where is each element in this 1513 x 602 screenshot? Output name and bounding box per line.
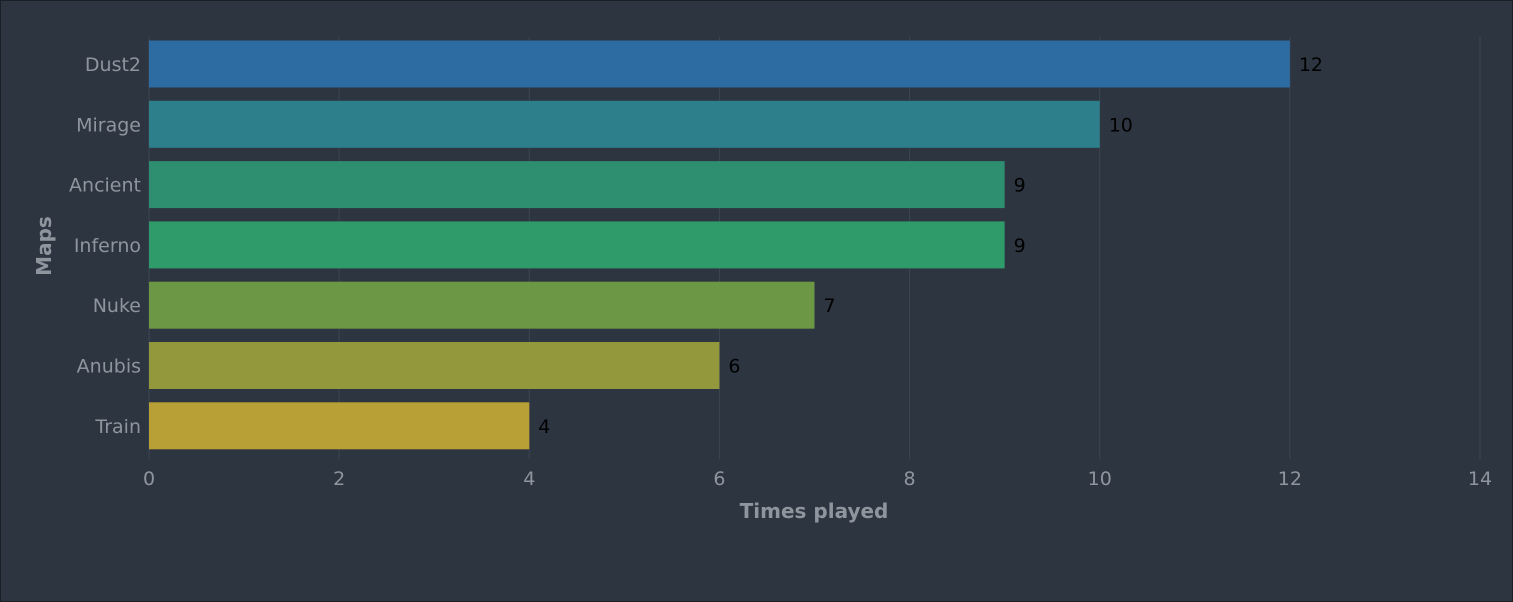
- x-tick-label: 0: [143, 468, 155, 490]
- value-label-dust2: 12: [1299, 54, 1323, 76]
- y-tick-label-mirage: Mirage: [76, 114, 141, 136]
- bar-ancient: [149, 161, 1005, 209]
- x-tick-label: 8: [904, 468, 916, 490]
- bars: [149, 40, 1290, 450]
- value-label-anubis: 6: [728, 356, 740, 378]
- x-tick-label: 2: [333, 468, 345, 490]
- x-tick-label: 14: [1468, 468, 1492, 490]
- y-tick-label-nuke: Nuke: [93, 295, 141, 317]
- value-label-ancient: 9: [1014, 175, 1026, 197]
- bar-mirage: [149, 100, 1100, 148]
- x-tick-label: 10: [1088, 468, 1112, 490]
- y-axis-title: Maps: [32, 216, 56, 276]
- bar-dust2: [149, 40, 1290, 88]
- value-label-nuke: 7: [824, 295, 836, 317]
- y-tick-label-inferno: Inferno: [74, 235, 141, 257]
- bar-nuke: [149, 281, 815, 329]
- y-tick-label-dust2: Dust2: [85, 54, 141, 76]
- x-tick-label: 12: [1278, 468, 1302, 490]
- bar-inferno: [149, 221, 1005, 269]
- x-axis-ticks: 0 2 4 6 8 10 12 14: [143, 468, 1492, 490]
- bar-train: [149, 402, 530, 450]
- y-tick-label-train: Train: [94, 416, 141, 438]
- value-label-mirage: 10: [1109, 114, 1133, 136]
- y-tick-label-ancient: Ancient: [69, 175, 141, 197]
- bar-anubis: [149, 342, 720, 389]
- x-tick-label: 4: [523, 468, 535, 490]
- x-tick-label: 6: [713, 468, 725, 490]
- y-axis-ticks: Dust2 Mirage Ancient Inferno Nuke Anubis Train: [69, 54, 141, 438]
- value-label-inferno: 9: [1014, 235, 1026, 257]
- y-tick-label-anubis: Anubis: [77, 356, 141, 378]
- value-labels: 12 10 9 9 7 6 4: [538, 54, 1323, 438]
- x-axis-title: Times played: [740, 499, 889, 523]
- value-label-train: 4: [538, 416, 550, 438]
